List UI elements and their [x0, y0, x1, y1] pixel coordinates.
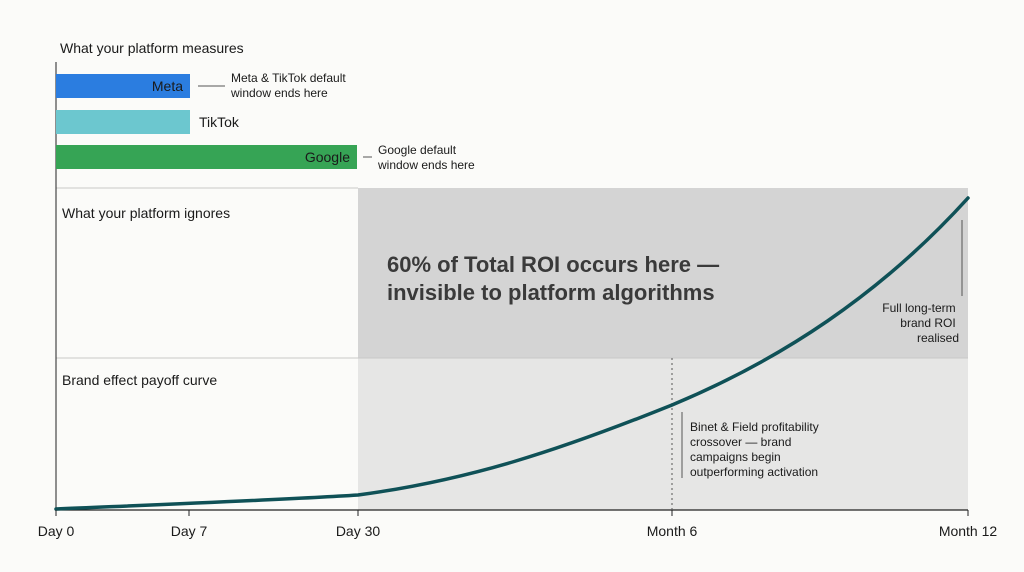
- crossover-annotation: Binet & Field profitability crossover — …: [690, 420, 822, 479]
- window-note-meta-tiktok: Meta & TikTok default window ends here: [230, 71, 349, 100]
- window-note-meta-tiktok-line-2: window ends here: [230, 86, 328, 100]
- highlight-callout: 60% of Total ROI occurs here — invisible…: [387, 252, 725, 305]
- window-bar-google: [56, 145, 357, 169]
- crossover-annotation-line-1: Binet & Field profitability: [690, 420, 819, 434]
- window-bar-meta: [56, 74, 190, 98]
- full-roi-annotation: Full long-term brand ROI realised: [882, 301, 959, 345]
- window-note-meta-tiktok-line-1: Meta & TikTok default: [231, 71, 346, 85]
- section-label-payoff: Brand effect payoff curve: [62, 372, 217, 388]
- x-tick-label: Day 30: [336, 523, 381, 539]
- full-roi-annotation-line-2: brand ROI: [900, 316, 955, 330]
- window-bar-label-google: Google: [305, 149, 350, 165]
- crossover-annotation-line-2: crossover — brand: [690, 435, 791, 449]
- window-bar-tiktok: [56, 110, 190, 134]
- x-tick-labels: Day 0 Day 7 Day 30 Month 6 Month 12: [38, 510, 998, 539]
- ignored-region: [358, 188, 968, 358]
- full-roi-annotation-line-1: Full long-term: [882, 301, 955, 315]
- window-note-google-line-2: window ends here: [377, 158, 475, 172]
- full-roi-annotation-line-3: realised: [917, 331, 959, 345]
- payoff-region: [358, 358, 968, 510]
- x-tick-label: Day 0: [38, 523, 75, 539]
- crossover-annotation-line-4: outperforming activation: [690, 465, 818, 479]
- window-bar-label-tiktok: TikTok: [199, 114, 240, 130]
- x-tick-label: Day 7: [171, 523, 208, 539]
- x-tick-label: Month 6: [647, 523, 698, 539]
- window-note-google-line-1: Google default: [378, 143, 457, 157]
- highlight-callout-line-1: 60% of Total ROI occurs here —: [387, 252, 719, 277]
- highlight-callout-line-2: invisible to platform algorithms: [387, 280, 715, 305]
- window-note-google: Google default window ends here: [377, 143, 475, 172]
- x-tick-label: Month 12: [939, 523, 998, 539]
- window-bar-label-meta: Meta: [152, 78, 183, 94]
- section-label-measures: What your platform measures: [60, 40, 244, 56]
- section-label-ignores: What your platform ignores: [62, 205, 230, 221]
- payoff-curve: [54, 196, 970, 511]
- crossover-annotation-line-3: campaigns begin: [690, 450, 781, 464]
